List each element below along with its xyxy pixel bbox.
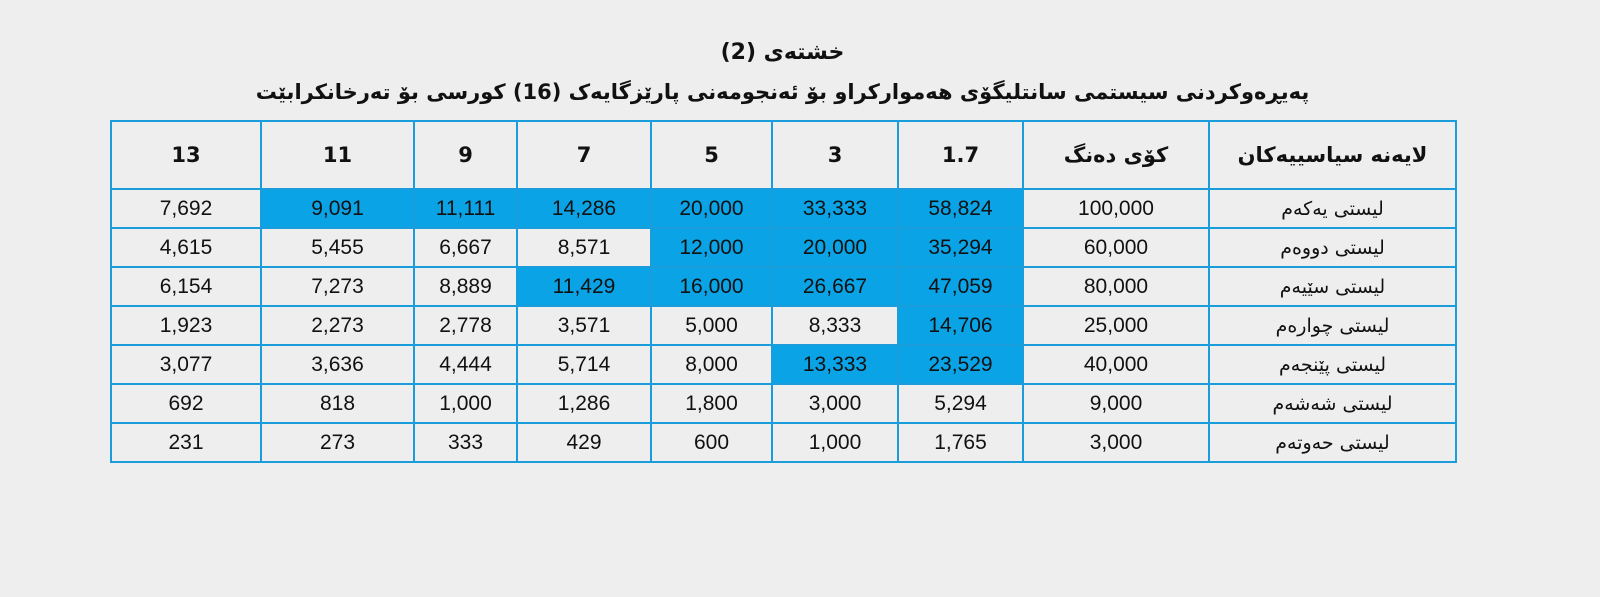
quotient-cell: 3,077 xyxy=(110,344,262,385)
header-divisor: 13 xyxy=(110,120,262,190)
quotient-cell-seat: 26,667 xyxy=(771,266,899,307)
quotient-cell: 6,667 xyxy=(413,227,518,268)
quotient-cell: 5,000 xyxy=(650,305,773,346)
quotient-cell-seat: 20,000 xyxy=(771,227,899,268)
quotient-cell: 1,800 xyxy=(650,383,773,424)
vote-total: 25,000 xyxy=(1022,305,1210,346)
vote-total: 60,000 xyxy=(1022,227,1210,268)
party-name: لیستی سێیەم xyxy=(1208,266,1457,307)
quotient-cell: 333 xyxy=(413,422,518,463)
quotient-cell-seat: 35,294 xyxy=(897,227,1024,268)
quotient-cell: 7,273 xyxy=(260,266,415,307)
quotient-cell: 5,294 xyxy=(897,383,1024,424)
quotient-cell: 600 xyxy=(650,422,773,463)
sainte-lague-table: لایەنە سیاسییەکان کۆی دەنگ 1.7 3 5 7 9 11 13 لیس… xyxy=(110,120,1457,463)
quotient-cell: 5,455 xyxy=(260,227,415,268)
vote-total: 100,000 xyxy=(1022,188,1210,229)
quotient-cell: 4,615 xyxy=(110,227,262,268)
vote-total: 9,000 xyxy=(1022,383,1210,424)
quotient-cell: 7,692 xyxy=(110,188,262,229)
party-name: لیستی پێنجەم xyxy=(1208,344,1457,385)
quotient-cell: 2,273 xyxy=(260,305,415,346)
vote-total: 80,000 xyxy=(1022,266,1210,307)
quotient-cell-seat: 9,091 xyxy=(260,188,415,229)
quotient-cell: 1,923 xyxy=(110,305,262,346)
quotient-cell-seat: 33,333 xyxy=(771,188,899,229)
header-votes: کۆی دەنگ xyxy=(1022,120,1210,190)
header-divisor: 11 xyxy=(260,120,415,190)
quotient-cell: 692 xyxy=(110,383,262,424)
quotient-cell: 8,571 xyxy=(516,227,652,268)
header-divisor: 7 xyxy=(516,120,652,190)
quotient-cell: 3,000 xyxy=(771,383,899,424)
table-row: لیستی پێنجەم 40,000 23,529 13,333 8,000 5,714… xyxy=(110,344,1457,385)
quotient-cell: 1,000 xyxy=(413,383,518,424)
table-caption: خشتەی (2) xyxy=(720,40,845,65)
quotient-cell-seat: 14,286 xyxy=(516,188,652,229)
table-row: لیستی دووەم 60,000 35,294 20,000 12,000 8,571… xyxy=(110,227,1457,268)
quotient-cell-seat: 58,824 xyxy=(897,188,1024,229)
header-divisor: 1.7 xyxy=(897,120,1024,190)
quotient-cell: 5,714 xyxy=(516,344,652,385)
quotient-cell: 1,286 xyxy=(516,383,652,424)
quotient-cell-seat: 14,706 xyxy=(897,305,1024,346)
quotient-cell-seat: 11,111 xyxy=(413,188,518,229)
quotient-cell: 8,000 xyxy=(650,344,773,385)
quotient-cell-seat: 20,000 xyxy=(650,188,773,229)
quotient-cell-seat: 47,059 xyxy=(897,266,1024,307)
table-row: لیستی یەکەم 100,000 58,824 33,333 20,000 14,2… xyxy=(110,188,1457,229)
quotient-cell-seat: 23,529 xyxy=(897,344,1024,385)
quotient-cell-seat: 12,000 xyxy=(650,227,773,268)
party-name: لیستی یەکەم xyxy=(1208,188,1457,229)
header-divisor: 3 xyxy=(771,120,899,190)
quotient-cell: 273 xyxy=(260,422,415,463)
table-subtitle: پەیڕەوکردنی سیستمی سانتلیگۆی هەموارکراو … xyxy=(255,80,1310,104)
header-divisor: 9 xyxy=(413,120,518,190)
quotient-cell: 8,333 xyxy=(771,305,899,346)
table-row: لیستی چوارەم 25,000 14,706 8,333 5,000 3,571 2… xyxy=(110,305,1457,346)
quotient-cell: 1,000 xyxy=(771,422,899,463)
vote-total: 40,000 xyxy=(1022,344,1210,385)
quotient-cell: 429 xyxy=(516,422,652,463)
party-name: لیستی چوارەم xyxy=(1208,305,1457,346)
party-name: لیستی دووەم xyxy=(1208,227,1457,268)
header-row: لایەنە سیاسییەکان کۆی دەنگ 1.7 3 5 7 9 11 13 xyxy=(110,120,1457,190)
quotient-cell: 818 xyxy=(260,383,415,424)
table-row: لیستی سێیەم 80,000 47,059 26,667 16,000 11,42… xyxy=(110,266,1457,307)
quotient-cell: 2,778 xyxy=(413,305,518,346)
quotient-cell: 3,571 xyxy=(516,305,652,346)
party-name: لیستی شەشەم xyxy=(1208,383,1457,424)
table-row: لیستی شەشەم 9,000 5,294 3,000 1,800 1,286 1,00… xyxy=(110,383,1457,424)
quotient-cell: 8,889 xyxy=(413,266,518,307)
quotient-cell-seat: 16,000 xyxy=(650,266,773,307)
quotient-cell: 4,444 xyxy=(413,344,518,385)
quotient-cell-seat: 11,429 xyxy=(516,266,652,307)
quotient-cell: 1,765 xyxy=(897,422,1024,463)
quotient-cell-seat: 13,333 xyxy=(771,344,899,385)
party-name: لیستی حەوتەم xyxy=(1208,422,1457,463)
header-divisor: 5 xyxy=(650,120,773,190)
quotient-cell: 231 xyxy=(110,422,262,463)
table-row: لیستی حەوتەم 3,000 1,765 1,000 600 429 333 273 2… xyxy=(110,422,1457,463)
vote-total: 3,000 xyxy=(1022,422,1210,463)
quotient-cell: 6,154 xyxy=(110,266,262,307)
header-parties: لایەنە سیاسییەکان xyxy=(1208,120,1457,190)
quotient-cell: 3,636 xyxy=(260,344,415,385)
